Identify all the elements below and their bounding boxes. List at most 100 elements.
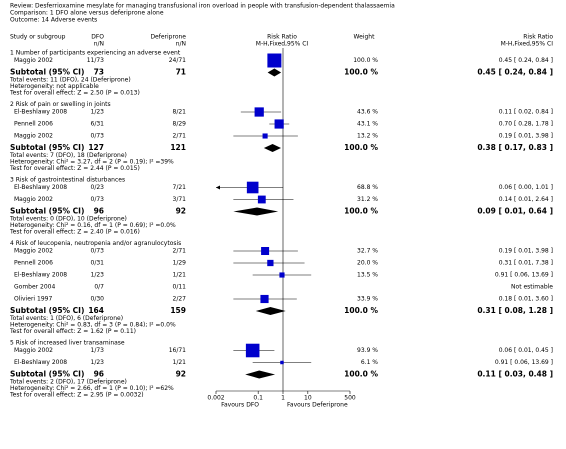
column-header: n/N [176,41,186,48]
study-square [267,53,282,68]
dfo-events: 11/73 [87,57,104,64]
weight: 100.0 % [353,57,378,64]
x-tick-label: 0.1 [253,395,263,402]
deferiprone-events: 2/71 [173,248,187,255]
study-square [245,343,260,358]
study-name: Olivieri 1997 [14,296,52,303]
group-note: Total events: 2 (DFO), 17 (Deferiprone) [9,379,127,386]
subtotal-deferiprone: 159 [170,306,186,315]
deferiprone-events: 8/29 [173,121,187,128]
subtotal-weight: 100.0 % [344,306,378,315]
subtotal-label: Subtotal (95% CI) [10,370,84,379]
subtotal-diamond [245,370,276,379]
weight: 33.9 % [357,296,378,303]
x-tick-label: 10 [304,395,312,402]
risk-ratio: 0.31 [ 0.01, 7.38 ] [499,260,553,267]
subtotal-diamond [267,68,282,77]
subtotal-weight: 100.0 % [344,370,378,379]
weight: 93.9 % [357,347,378,354]
dfo-events: 0/73 [91,248,105,255]
subtotal-dfo: 96 [94,207,104,216]
risk-ratio: 0.70 [ 0.28, 1.78 ] [499,121,553,128]
group-note: Heterogeneity: not applicable [10,83,99,90]
weight: 6.1 % [361,359,378,366]
weight: 32.7 % [357,248,378,255]
group-note: Heterogeneity: Chi² = 3.27, df = 2 (P = … [10,159,174,166]
x-tick-label: 500 [344,395,356,402]
group-note: Test for overall effect: Z = 2.50 (P = 0… [9,90,140,97]
deferiprone-events: 1/21 [173,272,187,279]
weight: 43.1 % [357,121,378,128]
study-name: Maggio 2002 [14,196,53,203]
column-header: Deferiprone [150,34,186,41]
review-title: Review: Desferrioxamine mesylate for man… [10,3,395,10]
study-square [261,246,270,256]
subtotal-risk-ratio: 0.09 [ 0.01, 0.64 ] [477,207,553,216]
deferiprone-events: 24/71 [169,57,186,64]
dfo-events: 1/23 [91,272,105,279]
risk-ratio: 0.14 [ 0.01, 2.64 ] [499,196,553,203]
subtotal-deferiprone: 71 [176,68,186,77]
study-name: Pennell 2006 [14,121,53,128]
study-name: Gomber 2004 [14,284,55,291]
group-title: 4 Risk of leucopenia, neutropenia and/or… [10,240,181,247]
risk-ratio: Not estimable [511,284,553,291]
group-title: 1 Number of participants experiencing an… [10,50,181,57]
subtotal-risk-ratio: 0.45 [ 0.24, 0.84 ] [477,68,553,77]
subtotal-risk-ratio: 0.11 [ 0.03, 0.48 ] [477,370,553,379]
column-header: M-H,Fixed,95% CI [256,41,309,48]
group-note: Total events: 7 (DFO), 18 (Deferiprone) [9,152,127,159]
deferiprone-events: 2/71 [173,133,187,140]
deferiprone-events: 1/21 [173,359,187,366]
subtotal-dfo: 127 [88,143,104,152]
dfo-events: 1/73 [91,347,105,354]
subtotal-weight: 100.0 % [344,68,378,77]
column-header: Study or subgroup [10,34,66,41]
group-note: Heterogeneity: Chi² = 2.66, df = 1 (P = … [10,385,174,392]
column-header: Weight [354,34,376,41]
study-square [254,107,264,117]
dfo-events: 0/30 [91,296,105,303]
dfo-events: 6/31 [91,121,105,128]
risk-ratio: 0.11 [ 0.02, 0.84 ] [499,109,553,116]
subtotal-weight: 100.0 % [344,207,378,216]
column-header: M-H,Fixed,95% CI [501,41,554,48]
subtotal-risk-ratio: 0.38 [ 0.17, 0.83 ] [477,143,553,152]
weight: 20.0 % [357,260,378,267]
study-square [260,294,269,304]
study-name: Maggio 2002 [14,347,53,354]
comparison: Comparison: 1 DFO alone versus deferipro… [10,10,164,17]
subtotal-deferiprone: 121 [170,143,186,152]
ci-arrow [216,185,220,190]
subtotal-deferiprone: 92 [176,207,186,216]
deferiprone-events: 3/71 [173,196,187,203]
column-header: Risk Ratio [267,34,297,41]
study-square [257,195,266,204]
risk-ratio: 0.06 [ 0.01, 0.45 ] [499,347,553,354]
group-note: Total events: 11 (DFO), 24 (Deferiprone) [9,77,131,84]
deferiprone-events: 0/11 [173,284,187,291]
risk-ratio: 0.19 [ 0.01, 3.98 ] [499,133,553,140]
study-name: Maggio 2002 [14,248,53,255]
group-title: 3 Risk of gastrointestinal disturbances [10,177,125,184]
weight: 68.8 % [357,184,378,191]
x-tick-label: 0.002 [207,395,224,402]
group-title: 5 Risk of increased liver transaminase [10,340,125,347]
group-note: Test for overall effect: Z = 2.40 (P = 0… [9,229,140,236]
subtotal-label: Subtotal (95% CI) [10,207,84,216]
column-header: Risk Ratio [523,34,553,41]
group-note: Heterogeneity: Chi² = 0.16, df = 1 (P = … [10,222,176,229]
group-note: Test for overall effect: Z = 1.62 (P = 0… [9,328,136,335]
study-square [274,119,284,129]
study-name: Maggio 2002 [14,57,53,64]
subtotal-weight: 100.0 % [344,143,378,152]
group-note: Total events: 1 (DFO), 6 (Deferiprone) [9,315,123,322]
subtotal-diamond [233,207,279,216]
study-name: El-Beshlawy 2008 [14,272,67,279]
dfo-events: 0/7 [94,284,104,291]
group-note: Test for overall effect: Z = 2.44 (P = 0… [9,165,140,172]
study-square [280,360,284,365]
weight: 31.2 % [357,196,378,203]
risk-ratio: 0.06 [ 0.00, 1.01 ] [499,184,553,191]
